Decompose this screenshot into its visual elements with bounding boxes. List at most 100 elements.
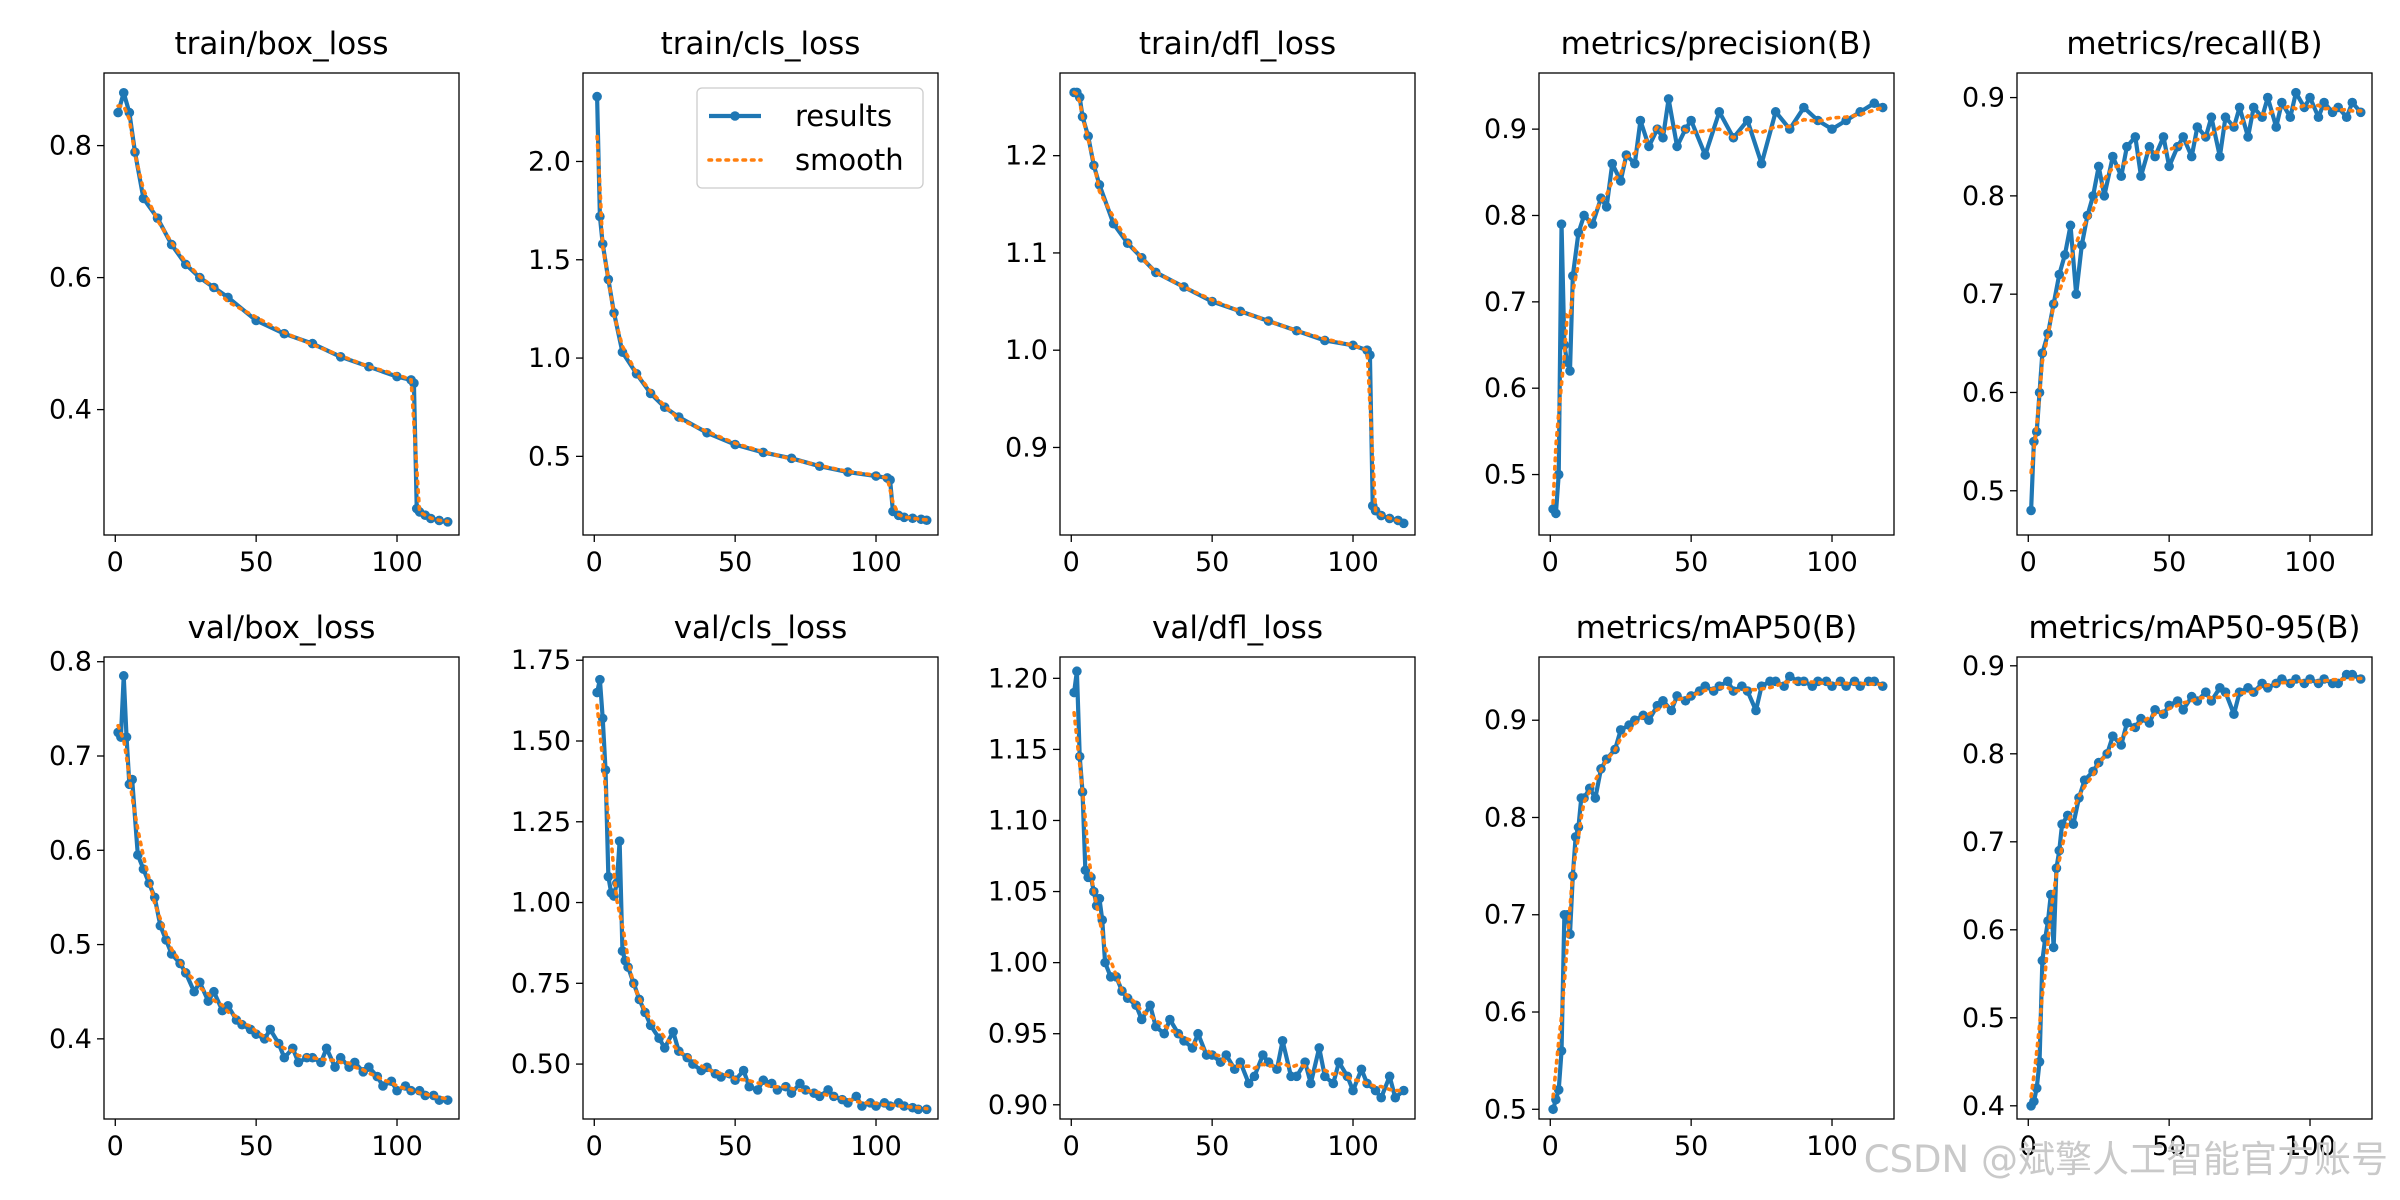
subplot-panel: metrics/mAP50-95(B) 0 50 100 0.4 0.5 0.6 0.7 0.8… [1962,610,2373,1162]
results-data-point [2215,151,2225,162]
results-data-point [2164,161,2174,172]
y-tick-label: 0.4 [49,395,92,426]
y-tick-label: 0.50 [511,1049,571,1080]
y-tick-label: 0.8 [1962,181,2005,212]
x-tick-label: 50 [2152,547,2186,578]
plot-data [1069,666,1409,1103]
y-tick-label: 0.7 [1962,827,2005,858]
x-tick-label: 0 [2020,547,2037,578]
results-data-point [1565,366,1575,376]
legend-results-label: results [795,99,892,133]
results-data-point [2122,718,2132,728]
results-data-point [668,1026,678,1037]
subplot-panel: val/dfl_loss 0 50 100 0.90 0.95 1.00 1.05 1.10 1.… [988,610,1416,1162]
results-data-point [203,996,214,1006]
subplot-title: metrics/mAP50-95(B) [2028,610,2360,646]
y-tick-label: 2.0 [528,146,571,177]
results-data-point [1551,508,1561,519]
results-data-point [2093,161,2104,172]
results-data-point [1069,687,1079,698]
x-tick-label: 50 [239,1131,273,1162]
results-data-point [907,513,918,524]
results-data-point [2054,269,2065,280]
subplot-title: train/dfl_loss [1139,26,1336,62]
smooth-series-line [1551,680,1885,1099]
results-data-point [1573,227,1584,238]
y-tick-label: 1.1 [1005,238,1048,269]
results-data-point [2088,191,2098,201]
results-data-point [209,986,219,997]
x-tick-label: 50 [1674,1131,1708,1162]
x-tick-label: 100 [371,1131,423,1162]
y-tick-label: 0.7 [49,741,92,772]
results-data-point [2291,87,2301,98]
y-tick-label: 1.20 [988,663,1048,694]
results-data-point [1291,1071,1302,1082]
results-data-point [1579,210,1589,221]
x-tick-label: 100 [1327,1131,1379,1162]
results-data-point [2130,132,2141,142]
results-data-point [1700,681,1711,691]
legend-results-marker [730,111,740,121]
axes-frame [582,656,939,1120]
subplot-panel: train/cls_loss 0 50 100 0.5 1.0 1.5 2.0 results s… [528,26,939,578]
results-data-point [1221,1050,1232,1060]
smooth-series-line [1072,711,1406,1093]
results-data-point [603,871,614,882]
y-tick-label: 0.95 [988,1019,1048,1050]
y-tick-label: 0.7 [1962,279,2005,310]
subplot-title: train/cls_loss [661,26,861,62]
results-data-point [251,315,261,326]
results-data-point [166,949,177,959]
results-data-point [2060,250,2070,260]
results-data-point [1277,1036,1288,1046]
results-data-point [335,1052,346,1063]
results-data-point [1249,1071,1260,1082]
results-data-point [1348,1085,1358,1096]
results-data-point [1722,676,1733,687]
results-data-point [2107,731,2118,741]
results-data-point [2136,713,2146,724]
results-data-point [1601,202,1612,212]
results-data-point [251,1029,261,1039]
results-data-point [1376,1092,1386,1103]
results-data-point [2136,171,2146,182]
x-tick-label: 50 [239,547,273,578]
subplot-title: train/box_loss [174,26,388,62]
results-data-point [1742,115,1753,126]
y-tick-label: 0.5 [1962,1003,2005,1034]
plot-data [592,91,932,526]
results-data-point [1615,176,1626,186]
y-tick-label: 0.6 [1962,377,2005,408]
results-data-point [2229,709,2239,719]
results-data-point [2116,740,2127,750]
x-tick-label: 50 [718,1131,752,1162]
y-tick-label: 0.4 [1962,1091,2005,1122]
x-tick-label: 0 [2020,1131,2037,1162]
results-data-point [2077,240,2087,250]
results-data-point [1384,1071,1395,1082]
results-data-point [118,88,129,98]
results-data-point [1356,1064,1367,1075]
y-tick-label: 0.5 [49,930,92,961]
results-data-point [1869,98,1880,109]
results-data-point [133,850,143,860]
results-data-point [2122,141,2132,152]
results-data-point [1700,150,1711,160]
subplot-panel: train/box_loss 0 50 100 0.4 0.6 0.8 [49,26,460,578]
y-tick-label: 1.15 [988,734,1048,765]
results-data-point [121,732,132,742]
x-tick-label: 0 [586,547,603,578]
plot-data [113,671,453,1105]
results-data-point [1756,158,1767,169]
plot-data [1548,671,1888,1115]
results-data-point [1100,957,1110,968]
results-data-point [1553,469,1564,480]
results-data-point [2341,112,2352,123]
results-data-point [2220,112,2231,123]
results-data-point [223,1001,233,1011]
y-tick-label: 1.5 [528,245,571,276]
y-tick-label: 1.0 [528,343,571,374]
x-tick-label: 100 [850,1131,902,1162]
